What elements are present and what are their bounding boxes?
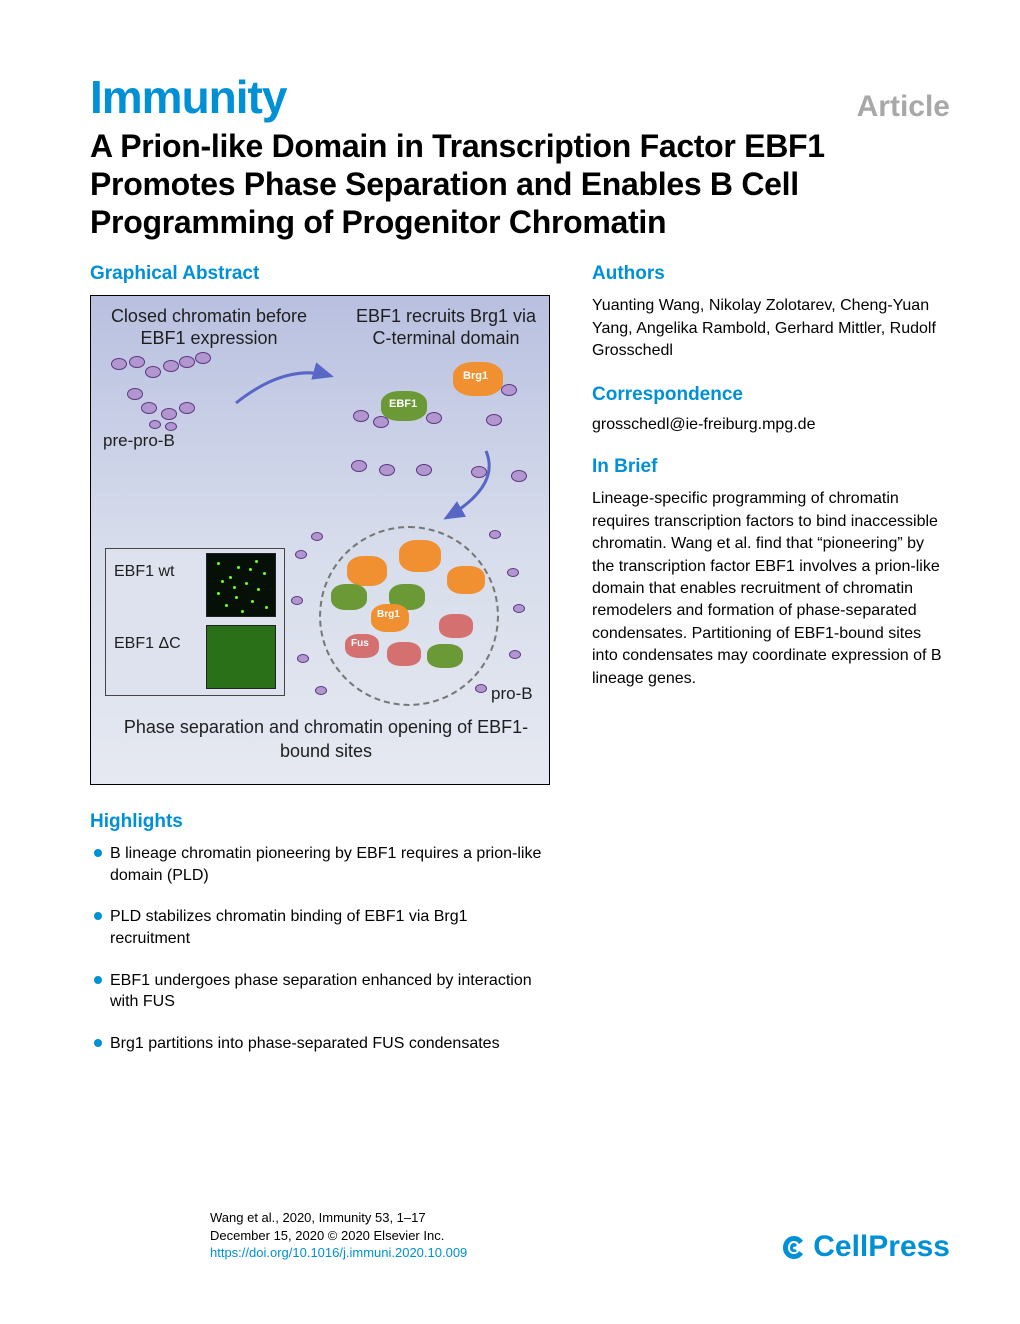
inset-label-dc: EBF1 ΔC bbox=[114, 635, 181, 653]
inset-micrograph-wt bbox=[206, 553, 276, 617]
highlights-head: Highlights bbox=[90, 811, 550, 833]
correspondence-head: Correspondence bbox=[592, 384, 950, 406]
fig-caption-top-right: EBF1 recruits Brg1 via C-terminal domain bbox=[351, 306, 541, 349]
highlights-section: Highlights B lineage chromatin pioneerin… bbox=[90, 811, 550, 1054]
in-brief-head: In Brief bbox=[592, 456, 950, 478]
highlight-item: EBF1 undergoes phase separation enhanced… bbox=[90, 970, 550, 1013]
cellpress-icon bbox=[779, 1232, 809, 1262]
fig-brg1-label: Brg1 bbox=[463, 370, 488, 382]
article-title: A Prion-like Domain in Transcription Fac… bbox=[90, 128, 950, 241]
authors-head: Authors bbox=[592, 263, 950, 285]
graphical-abstract-figure: Closed chromatin before EBF1 expression … bbox=[90, 295, 550, 785]
header-row: Immunity Article bbox=[90, 70, 950, 124]
two-column-layout: Graphical Abstract Closed chromatin befo… bbox=[90, 263, 950, 1074]
correspondence-email: grosschedl@ie-freiburg.mpg.de bbox=[592, 416, 950, 434]
right-column: Authors Yuanting Wang, Nikolay Zolotarev… bbox=[592, 263, 950, 1074]
fig-caption-top-left: Closed chromatin before EBF1 expression bbox=[109, 306, 309, 349]
fig-brg1-label-2: Brg1 bbox=[377, 609, 400, 620]
publisher-logo: CellPress bbox=[779, 1230, 950, 1264]
fig-ebf1-label: EBF1 bbox=[389, 398, 417, 410]
footer-citation: Wang et al., 2020, Immunity 53, 1–17 Dec… bbox=[210, 1209, 467, 1262]
journal-name: Immunity bbox=[90, 70, 286, 124]
fig-label-pro: pro-B bbox=[491, 684, 533, 704]
arrow-icon bbox=[231, 358, 341, 418]
arrow-icon bbox=[411, 446, 511, 526]
fig-caption-bottom: Phase separation and chromatin opening o… bbox=[111, 716, 541, 763]
highlight-item: Brg1 partitions into phase-separated FUS… bbox=[90, 1033, 550, 1055]
citation-line2: December 15, 2020 © 2020 Elsevier Inc. bbox=[210, 1227, 467, 1245]
authors-text: Yuanting Wang, Nikolay Zolotarev, Cheng-… bbox=[592, 295, 950, 362]
citation-doi[interactable]: https://doi.org/10.1016/j.immuni.2020.10… bbox=[210, 1244, 467, 1262]
fig-fus-label: Fus bbox=[351, 638, 369, 649]
highlight-item: B lineage chromatin pioneering by EBF1 r… bbox=[90, 843, 550, 886]
left-column: Graphical Abstract Closed chromatin befo… bbox=[90, 263, 550, 1074]
article-type: Article bbox=[857, 90, 950, 124]
inset-micrograph-dc bbox=[206, 625, 276, 689]
highlight-item: PLD stabilizes chromatin binding of EBF1… bbox=[90, 906, 550, 949]
inset-micrographs: EBF1 wt EBF1 ΔC bbox=[105, 548, 285, 696]
highlights-list: B lineage chromatin pioneering by EBF1 r… bbox=[90, 843, 550, 1054]
in-brief-text: Lineage-specific programming of chromati… bbox=[592, 488, 950, 690]
inset-label-wt: EBF1 wt bbox=[114, 563, 174, 581]
citation-line1: Wang et al., 2020, Immunity 53, 1–17 bbox=[210, 1209, 467, 1227]
publisher-name: CellPress bbox=[813, 1230, 950, 1264]
graphical-abstract-head: Graphical Abstract bbox=[90, 263, 550, 285]
fig-label-prepro: pre-pro-B bbox=[103, 431, 175, 451]
